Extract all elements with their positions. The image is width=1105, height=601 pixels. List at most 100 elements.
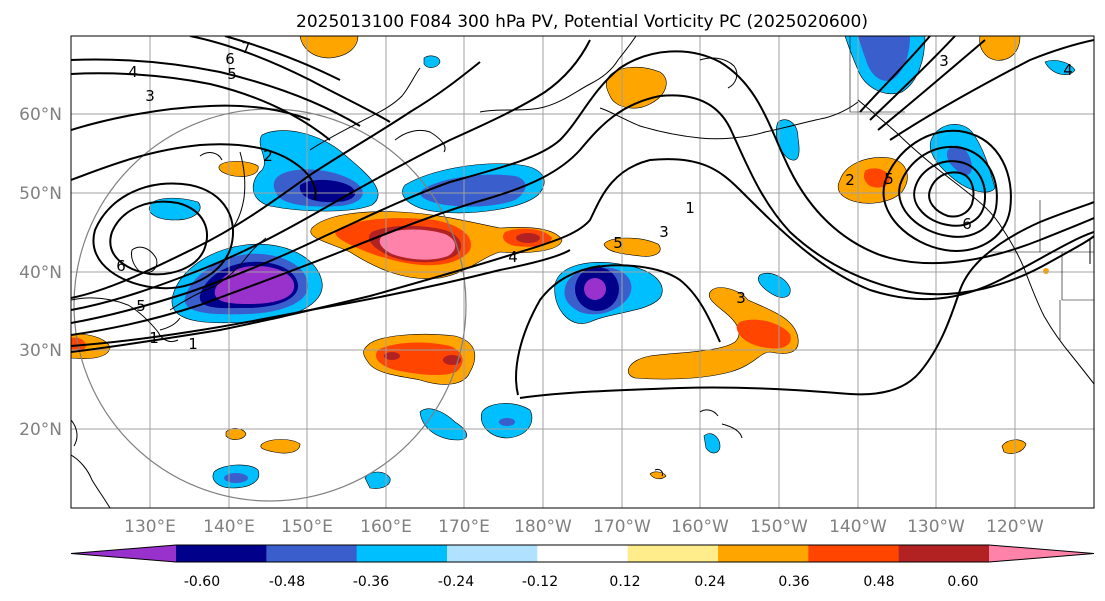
- contour-pv-5-ridge: [71, 39, 591, 311]
- contour-label: 5: [227, 65, 237, 83]
- anomaly-pos-gulf-alaska-low-mid: [863, 168, 890, 188]
- anomaly-neg-alaska-gulf-mid: [946, 145, 973, 176]
- contour-label: 5: [613, 234, 623, 252]
- anomaly-pos-small-3: [1001, 439, 1027, 454]
- contour-label: 6: [116, 257, 126, 275]
- anomaly-neg-central-pacific-max: [584, 278, 606, 300]
- lon-label: 160°W: [671, 517, 729, 537]
- anomaly-pos-canada-edge: [979, 36, 1021, 61]
- lon-label: 140°W: [829, 517, 887, 537]
- map-area: 7 6 5 4 3 2 6 5 1 4 1 3 5 3 2 5 6 3 4 1: [71, 36, 1094, 508]
- contour-pv-closed-high: [92, 182, 235, 290]
- contour-pv-1-south: [71, 249, 571, 347]
- contour-pv-7-asia: [224, 36, 341, 81]
- lon-label: 180°W: [514, 517, 572, 537]
- colorbar-segment: [176, 545, 267, 562]
- contour-label: 5: [884, 170, 894, 188]
- colorbar-extend-max: [989, 545, 1094, 562]
- colorbar-segment: [537, 545, 629, 562]
- anomaly-neg-small-5: [758, 272, 791, 298]
- lon-label: 160°E: [360, 517, 412, 537]
- contour-pv-2-west: [71, 94, 1094, 336]
- contour-pv-5-asia: [71, 58, 361, 127]
- colorbar-tick-label: 0.36: [778, 574, 809, 590]
- lon-label: 130°E: [124, 517, 176, 537]
- colorbar-tick-label: 0.60: [947, 574, 978, 590]
- contour-pv-alaska-3: [877, 39, 986, 131]
- lon-label: 150°E: [281, 517, 333, 537]
- positive-anomaly-fills: [71, 36, 1049, 480]
- contour-label: 3: [736, 289, 746, 307]
- anomaly-pos-small-4: [649, 471, 667, 480]
- contour-label: 7: [241, 39, 251, 57]
- anomaly-neg-small-10: [1044, 60, 1076, 75]
- contour-label: 3: [145, 87, 155, 105]
- colorbar-tick-label: -0.36: [353, 574, 389, 590]
- contour-pv-low-2: [898, 145, 998, 238]
- contour-pv-4-asia: [71, 72, 331, 141]
- contour-pv-1-jet: [71, 158, 1094, 353]
- contour-pv-3-trough: [519, 201, 1094, 399]
- contour-label: 3: [659, 223, 669, 241]
- colorbar-segment: [808, 545, 900, 562]
- colorbar-segment: [447, 545, 538, 562]
- anomaly-neg-small-4-core: [224, 473, 248, 483]
- contour-label: 1: [188, 335, 198, 353]
- anomaly-neg-small-2-core: [499, 418, 515, 426]
- contour-pv-low-1: [882, 129, 1012, 252]
- colorbar-segment: [266, 545, 358, 562]
- colorbar: [70, 544, 1095, 563]
- contour-label: 2: [845, 171, 855, 189]
- colorbar-tick-label: 0.48: [863, 574, 894, 590]
- anomaly-pos-jet-exit-east-core: [516, 233, 540, 243]
- political-borders: [849, 36, 1094, 340]
- contour-pv-low-4: [928, 171, 975, 218]
- longitude-labels: 130°E 140°E 150°E 160°E 170°E 180°W 170°…: [124, 517, 1044, 537]
- negative-anomaly-fills: [148, 36, 1076, 489]
- colorbar-segment: [356, 545, 448, 562]
- lon-label: 170°E: [438, 517, 490, 537]
- contour-pv-6-ridge: [71, 61, 481, 299]
- contour-label: 6: [225, 50, 235, 68]
- contour-label: 4: [508, 248, 518, 266]
- anomaly-pos-small-1: [260, 439, 301, 454]
- colorbar-tick-label: 0.24: [694, 574, 725, 590]
- contour-pv-3-asia: [71, 104, 311, 131]
- anomaly-neg-small-9: [423, 55, 441, 68]
- anomaly-neg-small-8: [703, 433, 721, 454]
- colorbar-segment: [718, 545, 809, 562]
- contour-label: 2: [263, 147, 273, 165]
- anomaly-pos-subtropical-core-b: [443, 355, 461, 365]
- graticule: [71, 36, 1094, 508]
- contour-label: 5: [136, 297, 146, 315]
- lon-label: 150°W: [750, 517, 808, 537]
- anomaly-neg-canada-coast-mid: [858, 36, 910, 81]
- contour-label: 4: [1063, 61, 1073, 79]
- lon-label: 170°W: [593, 517, 651, 537]
- pv-contours: [71, 36, 1094, 399]
- contour-pv-2-asia: [71, 143, 317, 201]
- anomaly-pos-subtropical-mid: [375, 342, 463, 376]
- contour-label: 4: [128, 63, 138, 81]
- contour-pv-6-asia: [189, 36, 391, 123]
- anomaly-pos-east-pacific-mid: [736, 319, 791, 349]
- contour-pv-alaska-4: [889, 39, 1094, 141]
- colorbar-extend-min: [71, 545, 176, 562]
- lon-label: 120°W: [986, 517, 1044, 537]
- anomaly-pos-jet-exit-max: [379, 229, 456, 260]
- colorbar-tick-label: -0.60: [184, 574, 220, 590]
- contour-labels: 7 6 5 4 3 2 6 5 1 4 1 3 5 3 2 5 6 3 4 1: [116, 39, 1073, 353]
- lon-label: 140°E: [203, 517, 255, 537]
- anomaly-neg-small-1: [148, 197, 201, 221]
- latitude-labels: 60°N 50°N 40°N 30°N 20°N: [19, 105, 62, 440]
- colorbar-tick-label: -0.48: [269, 574, 305, 590]
- lat-label: 20°N: [19, 420, 62, 440]
- lat-label: 40°N: [19, 263, 62, 283]
- anomaly-pos-small-5: [1043, 268, 1049, 274]
- lat-label: 50°N: [19, 184, 62, 204]
- contour-label: 1: [685, 199, 695, 217]
- contour-pv-alaska-2: [869, 36, 956, 121]
- lat-label: 60°N: [19, 105, 62, 125]
- contour-label: 3: [939, 52, 949, 70]
